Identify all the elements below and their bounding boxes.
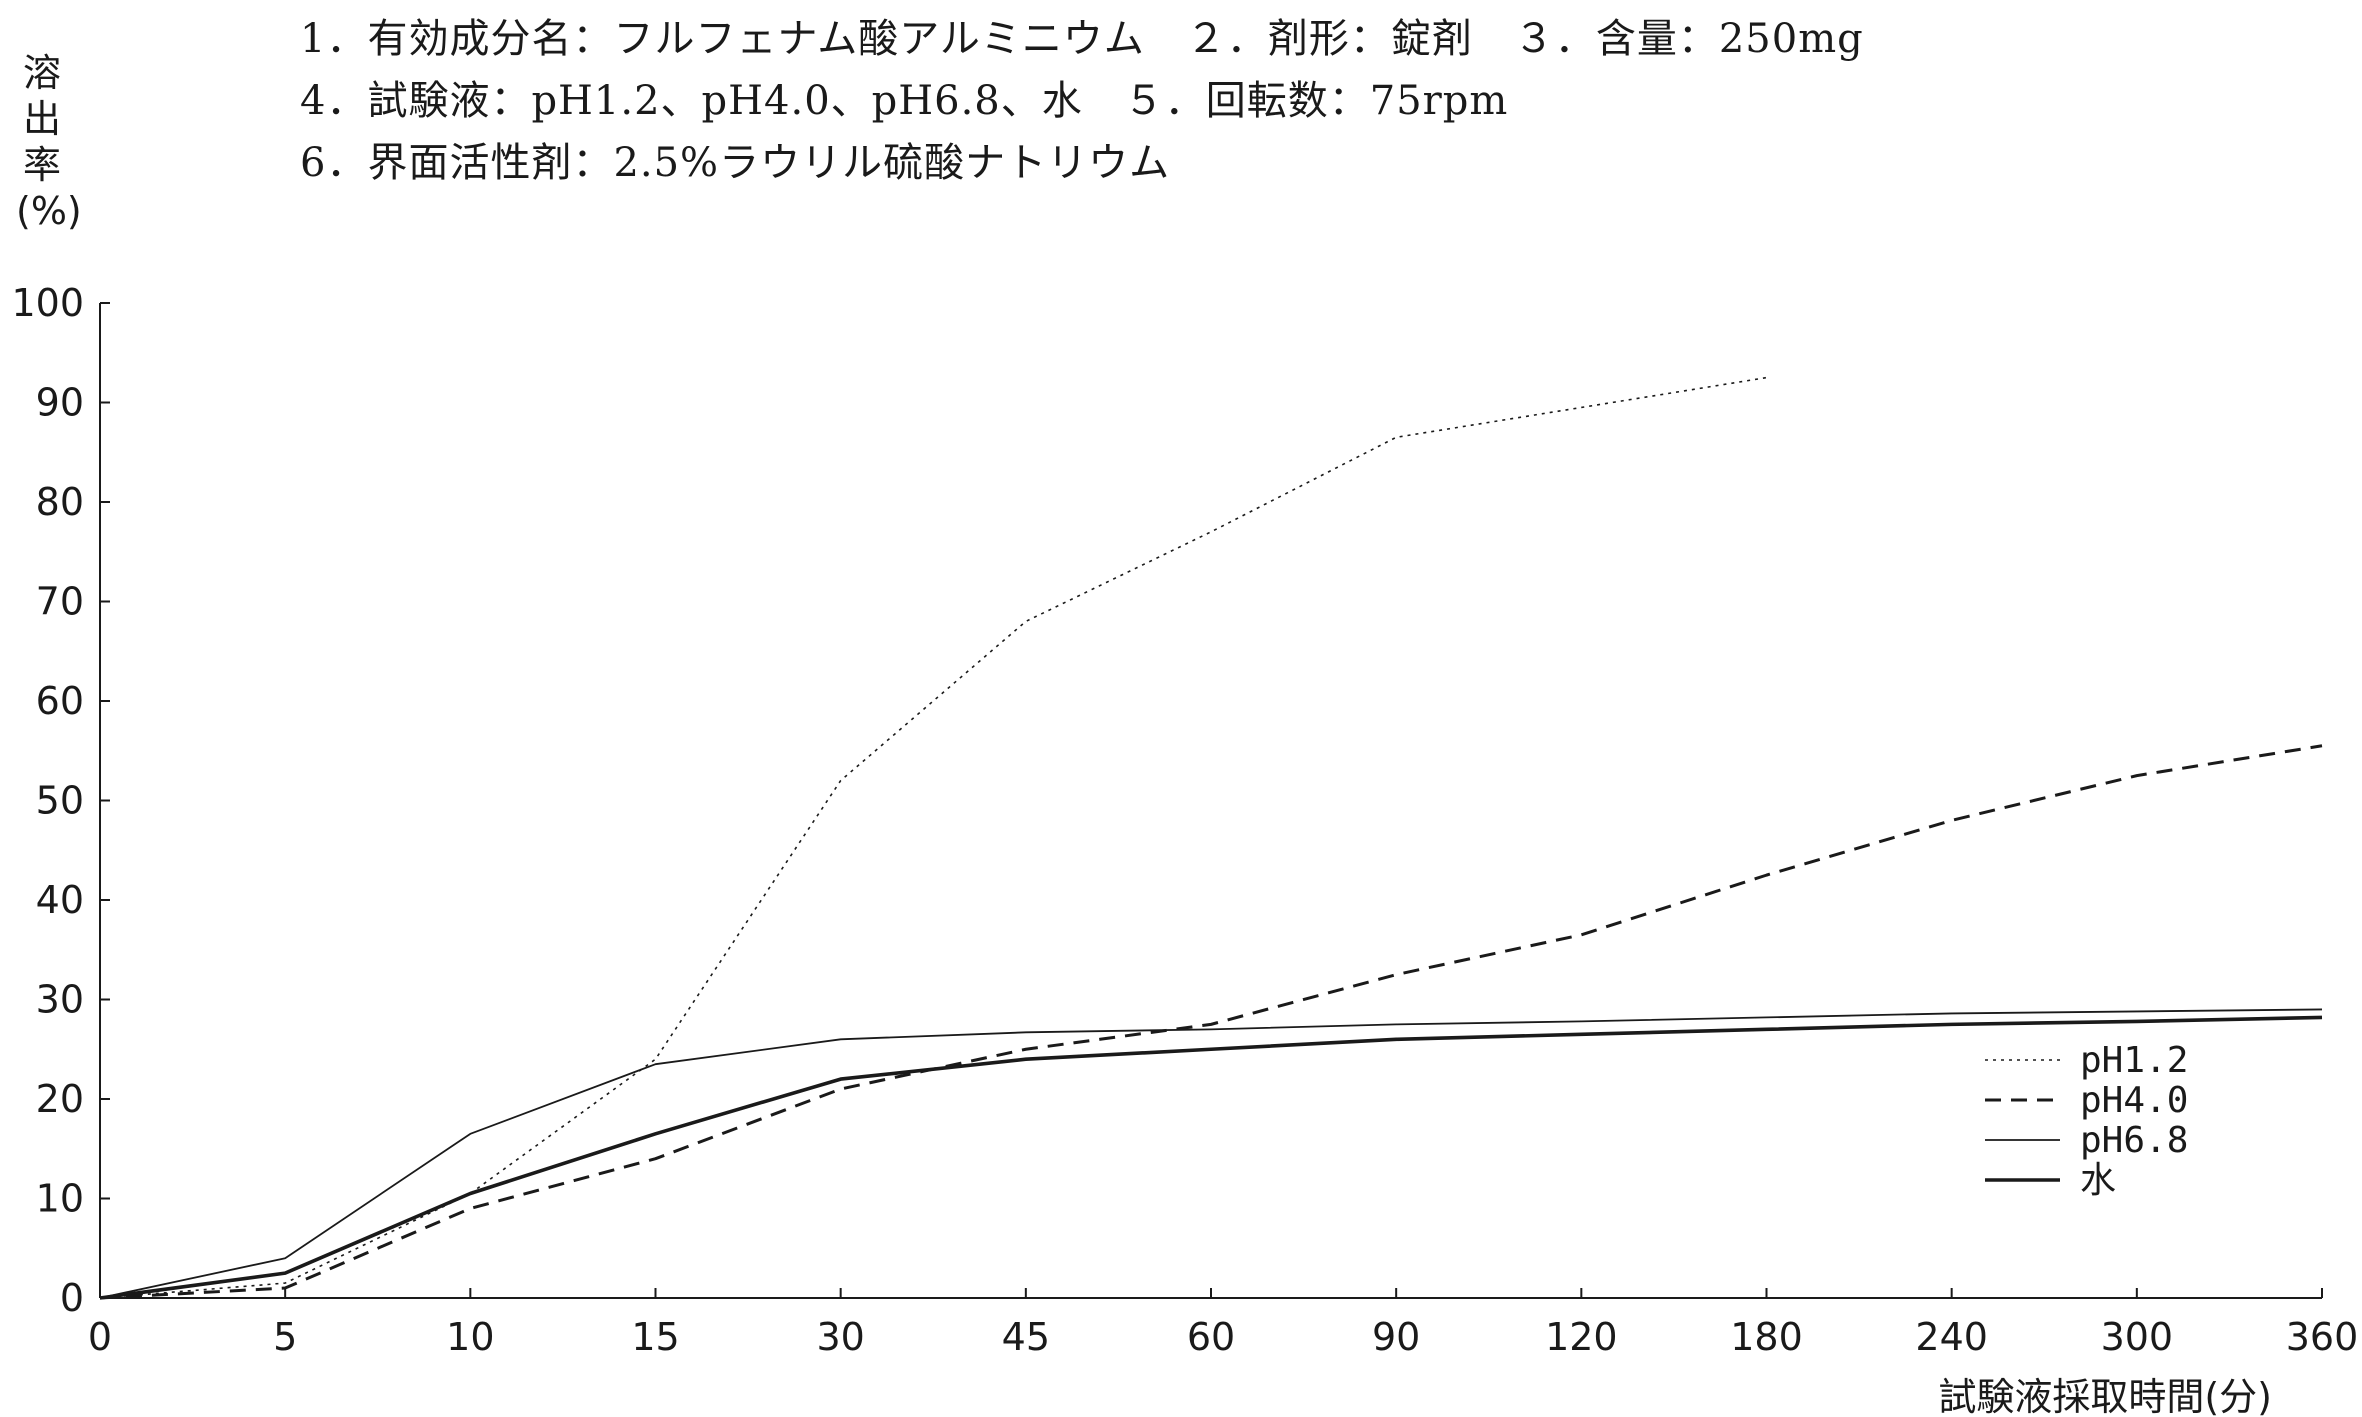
x-tick-label: 120 <box>1545 1315 1618 1359</box>
x-tick-label: 360 <box>2286 1315 2359 1359</box>
y-tick-label: 90 <box>36 381 84 425</box>
y-tick-label: 100 <box>11 281 84 325</box>
x-tick-label: 45 <box>1002 1315 1050 1359</box>
x-tick-label: 15 <box>631 1315 679 1359</box>
chart-header: 1．有効成分名：フルフェナム酸アルミニウム ２．剤形：錠剤 ３．含量：250mg… <box>300 8 1864 194</box>
y-tick-label: 80 <box>36 480 84 524</box>
legend-label: pH6.8 <box>2080 1120 2188 1161</box>
series-line-pH1.2 <box>99 376 1767 1299</box>
x-tick-label: 30 <box>816 1315 864 1359</box>
y-tick-label: 60 <box>36 679 84 723</box>
y-axis-label-char: 溶 <box>22 51 61 95</box>
series-line-pH6.8 <box>99 1008 2323 1299</box>
header-line-1: 1．有効成分名：フルフェナム酸アルミニウム ２．剤形：錠剤 ３．含量：250mg <box>300 16 1864 62</box>
x-tick-label: 60 <box>1187 1315 1235 1359</box>
y-axis-label-char: 出 <box>22 97 61 141</box>
x-tick-label: 0 <box>88 1315 112 1359</box>
y-axis-label-char: 率 <box>22 143 61 187</box>
y-tick-label: 50 <box>36 779 84 823</box>
y-tick-label: 0 <box>60 1276 84 1320</box>
y-tick-label: 10 <box>36 1177 84 1221</box>
x-tick-label: 300 <box>2101 1315 2174 1359</box>
y-tick-label: 40 <box>36 878 84 922</box>
x-tick-label: 5 <box>273 1315 297 1359</box>
y-tick-label: 70 <box>36 580 84 624</box>
x-tick-label: 90 <box>1372 1315 1420 1359</box>
x-axis-label: 試験液採取時間(分) <box>1938 1375 2272 1417</box>
x-tick-label: 10 <box>446 1315 494 1359</box>
legend-label: pH4.0 <box>2080 1080 2188 1121</box>
legend-label: 水 <box>2080 1160 2116 1201</box>
series-line-水 <box>99 1015 2323 1300</box>
series-line-pH4.0 <box>99 744 2323 1300</box>
header-line-3: 6．界面活性剤：2.5%ラウリル硫酸ナトリウム <box>300 140 1171 186</box>
x-tick-label: 180 <box>1730 1315 1803 1359</box>
header-line-2: 4．試験液：pH1.2、pH4.0、pH6.8、水 ５．回転数：75rpm <box>300 78 1509 124</box>
x-tick-label: 240 <box>1915 1315 1988 1359</box>
y-tick-label: 20 <box>36 1077 84 1121</box>
y-tick-label: 30 <box>36 978 84 1022</box>
legend-label: pH1.2 <box>2080 1040 2188 1081</box>
